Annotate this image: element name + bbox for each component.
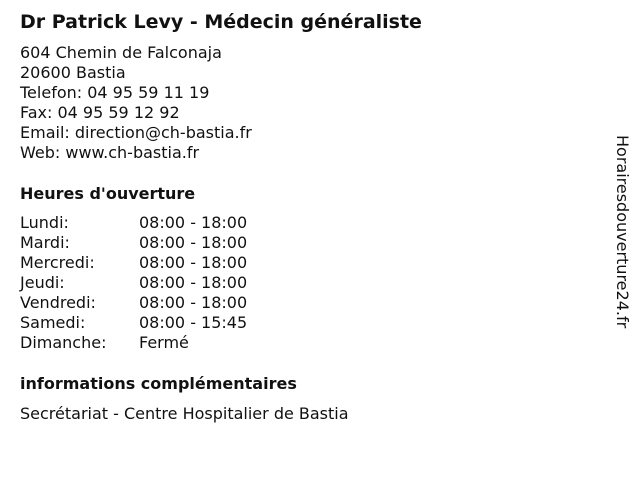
day-label: Samedi:: [20, 313, 86, 332]
info-text: Secrétariat - Centre Hospitalier de Bast…: [20, 404, 349, 423]
day-label: Lundi:: [20, 213, 69, 232]
city: 20600 Bastia: [20, 63, 126, 82]
phone: Telefon: 04 95 59 11 19: [20, 83, 210, 102]
day-label: Vendredi:: [20, 293, 96, 312]
hours-time: 08:00 - 15:45: [139, 313, 248, 332]
hours-row: Vendredi: 08:00 - 18:00: [20, 293, 247, 313]
street-address: 604 Chemin de Falconaja: [20, 43, 222, 62]
website: Web: www.ch-bastia.fr: [20, 143, 200, 162]
hours-row: Samedi: 08:00 - 15:45: [20, 313, 247, 333]
hours-time: 08:00 - 18:00: [139, 273, 248, 292]
hours-row: Mardi: 08:00 - 18:00: [20, 233, 247, 253]
email: Email: direction@ch-bastia.fr: [20, 123, 252, 142]
day-label: Dimanche:: [20, 333, 107, 352]
side-watermark: Horairesdouverture24.fr: [613, 135, 632, 329]
hours-row: Dimanche: Fermé: [20, 333, 247, 353]
contact-block: 604 Chemin de Falconaja 20600 Bastia Tel…: [20, 43, 252, 163]
hours-row: Mercredi: 08:00 - 18:00: [20, 253, 247, 273]
info-heading: informations complémentaires: [20, 374, 297, 393]
hours-row: Lundi: 08:00 - 18:00: [20, 213, 247, 233]
hours-heading: Heures d'ouverture: [20, 184, 196, 203]
hours-time: 08:00 - 18:00: [139, 253, 248, 272]
hours-time: 08:00 - 18:00: [139, 213, 248, 232]
day-label: Mardi:: [20, 233, 70, 252]
day-label: Jeudi:: [20, 273, 65, 292]
hours-time: Fermé: [139, 333, 189, 352]
hours-table: Lundi: 08:00 - 18:00 Mardi: 08:00 - 18:00 …: [20, 213, 247, 353]
page-title: Dr Patrick Levy - Médecin généraliste: [20, 11, 422, 33]
day-label: Mercredi:: [20, 253, 95, 272]
fax: Fax: 04 95 59 12 92: [20, 103, 180, 122]
hours-row: Jeudi: 08:00 - 18:00: [20, 273, 247, 293]
hours-time: 08:00 - 18:00: [139, 293, 248, 312]
hours-time: 08:00 - 18:00: [139, 233, 248, 252]
